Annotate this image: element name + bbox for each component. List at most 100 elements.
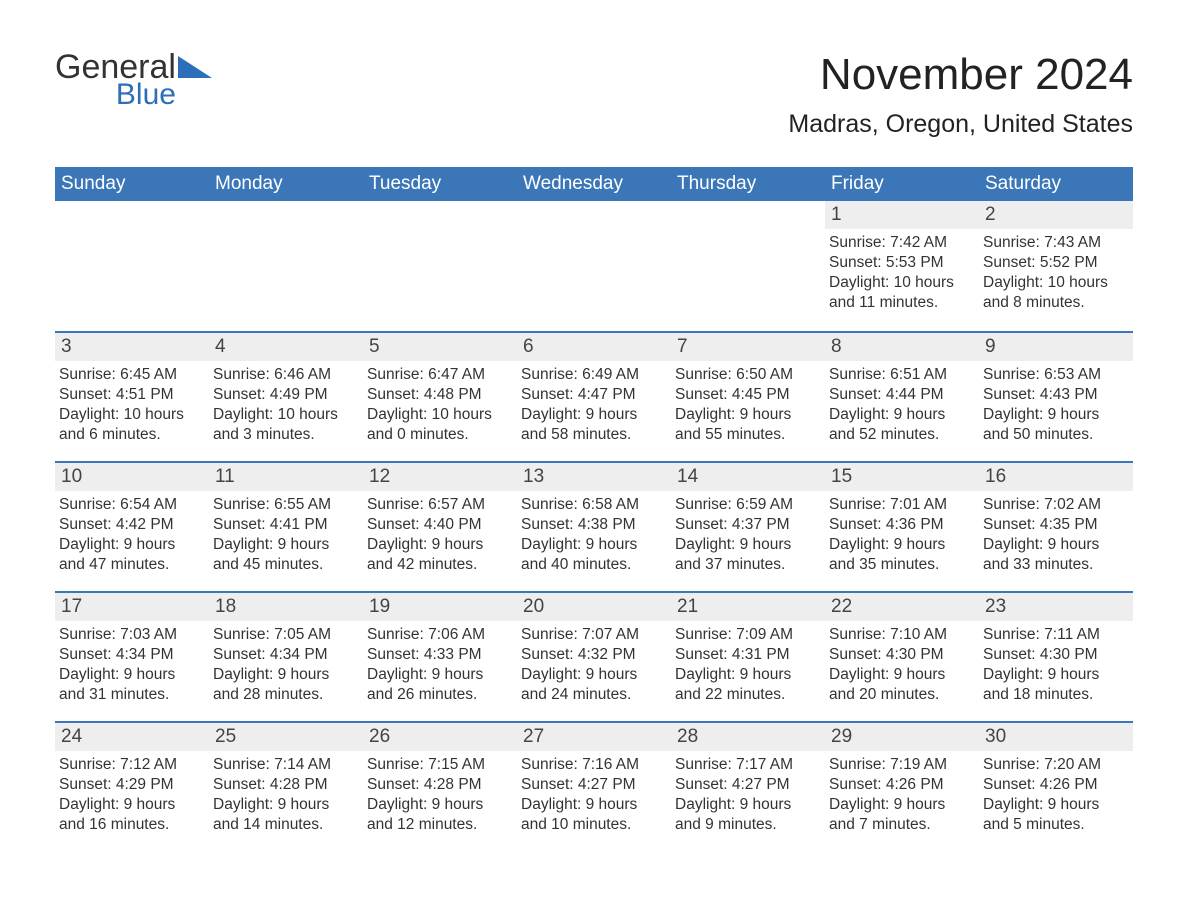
daylight-text: and 26 minutes.: [367, 685, 513, 705]
sunrise-text: Sunrise: 7:05 AM: [213, 625, 359, 645]
day-cell: 16Sunrise: 7:02 AMSunset: 4:35 PMDayligh…: [979, 463, 1133, 591]
sunset-text: Sunset: 4:37 PM: [675, 515, 821, 535]
week-row: 24Sunrise: 7:12 AMSunset: 4:29 PMDayligh…: [55, 721, 1133, 851]
daylight-text: Daylight: 10 hours: [367, 405, 513, 425]
sunset-text: Sunset: 4:44 PM: [829, 385, 975, 405]
day-cell: 21 Sunrise: 7:09 AMSunset: 4:31 PMDayligh…: [671, 593, 825, 721]
sunrise-text: Sunrise: 7:09 AM: [675, 625, 821, 645]
day-cell: 9Sunrise: 6:53 AMSunset: 4:43 PMDaylight…: [979, 333, 1133, 461]
daylight-text: and 58 minutes.: [521, 425, 667, 445]
sunrise-text: Sunrise: 6:58 AM: [521, 495, 667, 515]
sunrise-text: Sunrise: 6:55 AM: [213, 495, 359, 515]
day-cell: 28Sunrise: 7:17 AMSunset: 4:27 PMDayligh…: [671, 723, 825, 851]
sunrise-text: Sunrise: 6:50 AM: [675, 365, 821, 385]
day-number: 5: [363, 333, 517, 361]
day-number: 14: [671, 463, 825, 491]
day-cell: 11Sunrise: 6:55 AMSunset: 4:41 PMDayligh…: [209, 463, 363, 591]
day-number: 21: [671, 593, 825, 621]
daylight-text: and 6 minutes.: [59, 425, 205, 445]
daylight-text: Daylight: 9 hours: [59, 795, 205, 815]
daylight-text: Daylight: 9 hours: [213, 795, 359, 815]
sunset-text: Sunset: 4:43 PM: [983, 385, 1129, 405]
day-cell: 23Sunrise: 7:11 AMSunset: 4:30 PMDayligh…: [979, 593, 1133, 721]
daylight-text: and 35 minutes.: [829, 555, 975, 575]
day-header-row: Sunday Monday Tuesday Wednesday Thursday…: [55, 167, 1133, 201]
sunset-text: Sunset: 4:42 PM: [59, 515, 205, 535]
daylight-text: Daylight: 9 hours: [213, 535, 359, 555]
sunrise-text: Sunrise: 7:10 AM: [829, 625, 975, 645]
week-row: 3 Sunrise: 6:45 AMSunset: 4:51 PM Daylight…: [55, 331, 1133, 461]
day-number: 12: [363, 463, 517, 491]
sunrise-text: Sunrise: 7:20 AM: [983, 755, 1129, 775]
daylight-text: Daylight: 9 hours: [521, 405, 667, 425]
day-number: 18: [209, 593, 363, 621]
daylight-text: and 18 minutes.: [983, 685, 1129, 705]
daylight-text: Daylight: 9 hours: [675, 665, 821, 685]
day-cell: 2Sunrise: 7:43 AMSunset: 5:52 PMDaylight…: [979, 201, 1133, 331]
daylight-text: and 3 minutes.: [213, 425, 359, 445]
day-cell: 15Sunrise: 7:01 AMSunset: 4:36 PMDayligh…: [825, 463, 979, 591]
day-number: 16: [979, 463, 1133, 491]
sunset-text: Sunset: 4:26 PM: [829, 775, 975, 795]
daylight-text: Daylight: 9 hours: [983, 795, 1129, 815]
sunrise-text: Sunrise: 6:51 AM: [829, 365, 975, 385]
sunset-text: Sunset: 4:28 PM: [213, 775, 359, 795]
day-number: 7: [671, 333, 825, 361]
daylight-text: and 12 minutes.: [367, 815, 513, 835]
month-title: November 2024: [788, 50, 1133, 100]
sunset-text: Sunset: 4:33 PM: [367, 645, 513, 665]
day-header: Monday: [209, 167, 363, 201]
daylight-text: Daylight: 9 hours: [59, 665, 205, 685]
sunrise-text: Sunrise: 6:45 AM: [59, 365, 205, 385]
day-number: 17: [55, 593, 209, 621]
sunset-text: Sunset: 4:30 PM: [983, 645, 1129, 665]
day-number: 3: [55, 333, 209, 361]
daylight-text: and 47 minutes.: [59, 555, 205, 575]
daylight-text: and 10 minutes.: [521, 815, 667, 835]
daylight-text: Daylight: 9 hours: [213, 665, 359, 685]
sunrise-text: Sunrise: 6:49 AM: [521, 365, 667, 385]
daylight-text: and 40 minutes.: [521, 555, 667, 575]
daylight-text: Daylight: 9 hours: [521, 535, 667, 555]
sunset-text: Sunset: 4:27 PM: [675, 775, 821, 795]
sunrise-text: Sunrise: 7:17 AM: [675, 755, 821, 775]
daylight-text: Daylight: 9 hours: [675, 405, 821, 425]
day-cell: 6Sunrise: 6:49 AMSunset: 4:47 PMDaylight…: [517, 333, 671, 461]
day-number: 25: [209, 723, 363, 751]
sunset-text: Sunset: 4:26 PM: [983, 775, 1129, 795]
logo-triangle-icon: [178, 56, 212, 80]
day-number: 11: [209, 463, 363, 491]
day-header: Wednesday: [517, 167, 671, 201]
daylight-text: Daylight: 9 hours: [367, 535, 513, 555]
daylight-text: and 9 minutes.: [675, 815, 821, 835]
sunset-text: Sunset: 4:51 PM: [59, 385, 205, 405]
sunset-text: Sunset: 4:30 PM: [829, 645, 975, 665]
daylight-text: Daylight: 9 hours: [675, 535, 821, 555]
daylight-text: and 24 minutes.: [521, 685, 667, 705]
day-cell: 24Sunrise: 7:12 AMSunset: 4:29 PMDayligh…: [55, 723, 209, 851]
sunset-text: Sunset: 4:40 PM: [367, 515, 513, 535]
daylight-text: and 28 minutes.: [213, 685, 359, 705]
daylight-text: and 16 minutes.: [59, 815, 205, 835]
sunset-text: Sunset: 4:31 PM: [675, 645, 821, 665]
sunrise-text: Sunrise: 7:43 AM: [983, 233, 1129, 253]
day-cell: 12Sunrise: 6:57 AMSunset: 4:40 PMDayligh…: [363, 463, 517, 591]
day-number: 26: [363, 723, 517, 751]
sunrise-text: Sunrise: 7:14 AM: [213, 755, 359, 775]
daylight-text: Daylight: 9 hours: [829, 665, 975, 685]
daylight-text: and 8 minutes.: [983, 293, 1129, 313]
sunrise-text: Sunrise: 7:42 AM: [829, 233, 975, 253]
day-header: Sunday: [55, 167, 209, 201]
sunset-text: Sunset: 4:47 PM: [521, 385, 667, 405]
day-number: 23: [979, 593, 1133, 621]
sunrise-text: Sunrise: 7:07 AM: [521, 625, 667, 645]
day-cell: 26Sunrise: 7:15 AMSunset: 4:28 PMDayligh…: [363, 723, 517, 851]
daylight-text: Daylight: 9 hours: [983, 665, 1129, 685]
week-row: 10Sunrise: 6:54 AMSunset: 4:42 PMDayligh…: [55, 461, 1133, 591]
sunrise-text: Sunrise: 7:16 AM: [521, 755, 667, 775]
daylight-text: Daylight: 9 hours: [983, 405, 1129, 425]
sunset-text: Sunset: 4:38 PM: [521, 515, 667, 535]
day-cell: 19Sunrise: 7:06 AMSunset: 4:33 PMDayligh…: [363, 593, 517, 721]
sunset-text: Sunset: 4:34 PM: [213, 645, 359, 665]
sunset-text: Sunset: 4:35 PM: [983, 515, 1129, 535]
